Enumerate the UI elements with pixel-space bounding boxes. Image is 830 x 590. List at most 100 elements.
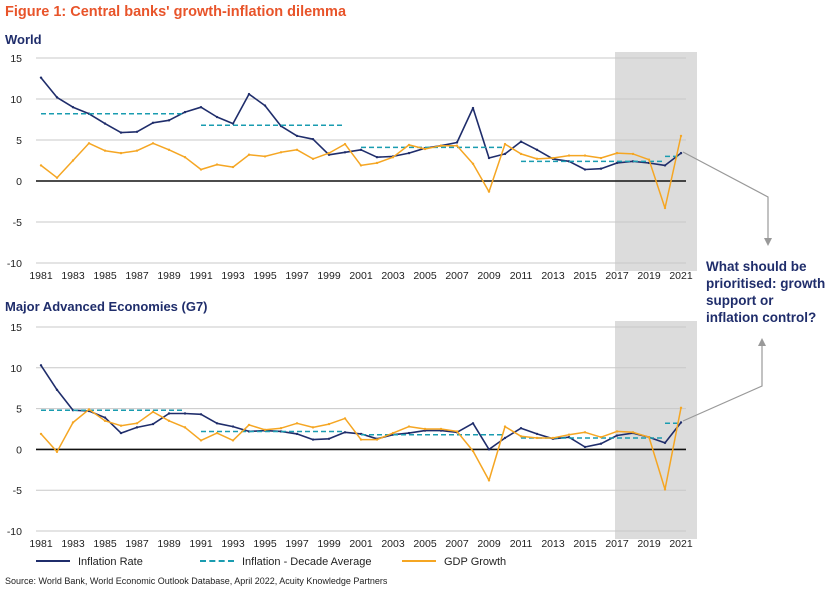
world-inflation-point bbox=[599, 167, 603, 170]
g7-inflation-point bbox=[407, 431, 411, 435]
world-gdp-point bbox=[631, 152, 635, 156]
g7-gdp-point bbox=[647, 435, 651, 439]
world-gdp-point bbox=[647, 158, 651, 161]
connector-line-g7 bbox=[682, 346, 763, 422]
g7-gdp-point bbox=[599, 435, 603, 439]
g7-gdp-point bbox=[519, 435, 523, 438]
g7-x-tick-label: 1981 bbox=[29, 538, 53, 550]
world-gdp-point bbox=[503, 142, 507, 146]
world-gdp-point bbox=[39, 164, 43, 167]
g7-inflation-point bbox=[183, 412, 187, 415]
world-y-tick-label: -5 bbox=[13, 217, 22, 229]
g7-x-tick-label: 1987 bbox=[125, 538, 149, 550]
world-gdp-point bbox=[71, 159, 75, 162]
g7-gdp-point bbox=[327, 422, 331, 426]
world-inflation-point bbox=[311, 137, 315, 141]
g7-inflation-point bbox=[503, 436, 507, 440]
world-y-tick-label: 15 bbox=[10, 53, 22, 65]
g7-x-tick-label: 1999 bbox=[317, 538, 341, 550]
connector-line-world bbox=[682, 151, 769, 238]
g7-inflation-line bbox=[40, 364, 682, 451]
g7-panel-title: Major Advanced Economies (G7) bbox=[5, 299, 208, 314]
g7-x-tick-label: 2019 bbox=[637, 538, 661, 550]
world-inflation-point bbox=[663, 164, 667, 167]
g7-y-tick-label: 5 bbox=[16, 404, 22, 416]
g7-x-tick-label: 1991 bbox=[189, 538, 213, 550]
g7-inflation-point bbox=[343, 431, 347, 434]
g7-x-tick-label: 2021 bbox=[669, 538, 693, 550]
world-inflation-point bbox=[455, 141, 459, 144]
world-inflation-point bbox=[327, 153, 331, 156]
g7-gdp-point bbox=[295, 422, 299, 425]
g7-gdp-point bbox=[215, 431, 219, 435]
g7-x-tick-label: 2011 bbox=[510, 538, 533, 550]
world-y-tick-label: -10 bbox=[7, 258, 22, 270]
g7-inflation-point bbox=[231, 425, 235, 428]
g7-inflation-point bbox=[151, 422, 155, 426]
world-panel-title: World bbox=[5, 32, 42, 47]
world-gdp-point bbox=[567, 154, 571, 157]
arrow-head-down-icon bbox=[764, 238, 772, 246]
world-gdp-point bbox=[599, 156, 603, 160]
legend-label-gdp: GDP Growth bbox=[444, 556, 507, 568]
legend-item-inflation: Inflation Rate bbox=[36, 556, 143, 568]
g7-gdp-point bbox=[567, 433, 571, 436]
g7-gdp-point bbox=[391, 431, 395, 435]
world-gdp-point bbox=[311, 157, 315, 161]
world-inflation-point bbox=[343, 151, 347, 154]
world-inflation-point bbox=[375, 156, 379, 159]
world-inflation-point bbox=[151, 121, 155, 124]
world-inflation-point bbox=[679, 151, 683, 155]
g7-gdp-point bbox=[183, 426, 187, 429]
g7-gdp-point bbox=[151, 410, 155, 414]
g7-y-tick-label: 15 bbox=[10, 322, 22, 334]
world-inflation-point bbox=[535, 148, 539, 152]
world-inflation-point bbox=[103, 122, 107, 125]
g7-gdp-point bbox=[455, 430, 459, 433]
world-gdp-point bbox=[343, 142, 347, 146]
world-gdp-point bbox=[487, 190, 491, 193]
g7-y-tick-label: 0 bbox=[16, 444, 22, 456]
world-x-tick-label: 1999 bbox=[317, 270, 341, 282]
g7-gdp-point bbox=[359, 438, 363, 441]
g7-gdp-point bbox=[119, 424, 123, 427]
world-gdp-point bbox=[439, 144, 443, 147]
world-inflation-point bbox=[167, 119, 171, 122]
world-x-tick-label: 1983 bbox=[61, 270, 85, 282]
g7-gdp-point bbox=[311, 426, 315, 429]
source-note: Source: World Bank, World Economic Outlo… bbox=[5, 576, 388, 586]
g7-gdp-line bbox=[40, 407, 682, 491]
world-gdp-point bbox=[151, 142, 155, 145]
g7-gdp-point bbox=[551, 436, 555, 440]
annotation-question: What should be prioritised: growth suppo… bbox=[706, 259, 826, 325]
legend-label-inflation: Inflation Rate bbox=[78, 556, 143, 568]
world-inflation-point bbox=[215, 115, 219, 119]
g7-y-tick-label: -5 bbox=[13, 485, 22, 497]
g7-inflation-point bbox=[295, 432, 299, 436]
g7-gdp-point bbox=[279, 426, 283, 430]
world-inflation-point bbox=[231, 122, 235, 125]
world-inflation-point bbox=[119, 131, 123, 134]
world-x-tick-label: 2011 bbox=[510, 270, 533, 282]
world-x-tick-label: 1995 bbox=[253, 270, 277, 282]
world-x-tick-label: 1989 bbox=[157, 270, 181, 282]
g7-inflation-point bbox=[535, 432, 539, 436]
g7-gdp-point bbox=[103, 419, 107, 423]
legend-swatch-gdp bbox=[402, 560, 436, 563]
world-x-tick-label: 1997 bbox=[285, 270, 309, 282]
world-inflation-point bbox=[263, 104, 267, 107]
world-gdp-point bbox=[391, 156, 395, 159]
g7-gdp-point bbox=[407, 425, 411, 428]
g7-gdp-point bbox=[503, 425, 507, 428]
world-x-tick-label: 2017 bbox=[605, 270, 629, 282]
world-x-tick-label: 2003 bbox=[381, 270, 405, 282]
arrow-head-up-icon bbox=[758, 338, 766, 346]
world-gdp-point bbox=[407, 143, 411, 147]
world-gdp-point bbox=[87, 142, 91, 145]
g7-gdp-point bbox=[87, 408, 91, 411]
g7-gdp-point bbox=[263, 428, 267, 432]
world-x-tick-label: 1987 bbox=[125, 270, 149, 282]
g7-gdp-point bbox=[199, 439, 203, 442]
world-x-tick-label: 2015 bbox=[573, 270, 597, 282]
g7-gdp-point bbox=[487, 479, 491, 482]
